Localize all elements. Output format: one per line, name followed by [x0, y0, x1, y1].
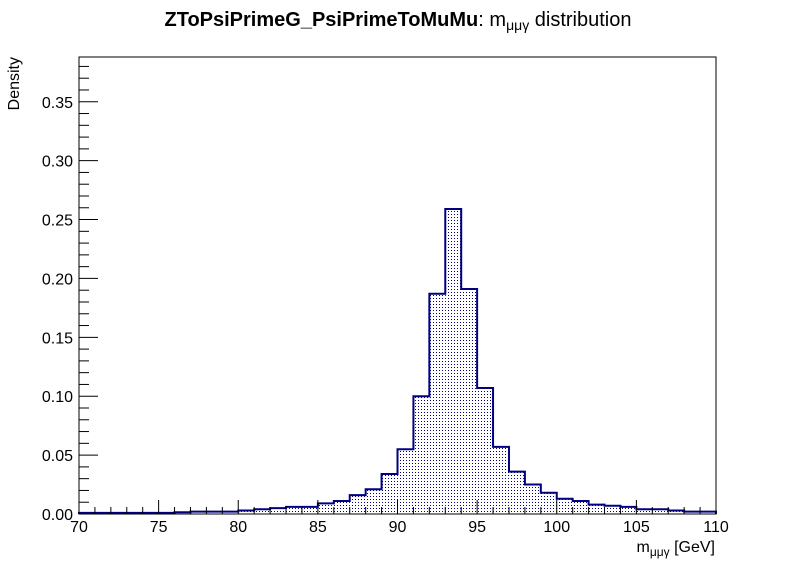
histogram-bar [190, 511, 207, 514]
y-tick-label: 0.35 [42, 95, 73, 112]
title-var: m [489, 9, 506, 31]
histogram-bar [620, 506, 637, 514]
histogram-layer [78, 207, 717, 514]
histogram-bar [206, 511, 223, 514]
histogram-bar [652, 509, 669, 514]
histogram-bar [540, 492, 557, 514]
histogram-bar [429, 293, 446, 514]
x-axis-label: mμμγ [GeV] [636, 539, 715, 559]
x-tick-label: 80 [229, 519, 247, 536]
histogram-bar [684, 511, 701, 514]
title-var-sub: μμγ [506, 17, 529, 33]
histogram-bar [254, 509, 271, 514]
y-tick-label: 0.30 [42, 154, 73, 171]
histogram-outline [78, 207, 717, 514]
plot-frame [78, 56, 717, 515]
histogram-bar [365, 489, 382, 514]
histogram-bar [222, 511, 239, 514]
x-tick-label: 100 [543, 519, 570, 536]
histogram-bar [572, 501, 589, 514]
y-tick-label: 0.00 [42, 507, 73, 524]
y-tick-label: 0.25 [42, 213, 73, 230]
x-tick-label: 75 [150, 519, 168, 536]
x-tick-label: 105 [623, 519, 650, 536]
x-tick-label: 70 [70, 519, 88, 536]
histogram-bar [493, 446, 509, 514]
histogram-bar [397, 449, 414, 514]
x-tick-label: 95 [468, 519, 486, 536]
x-tick-label: 85 [309, 519, 327, 536]
histogram-bar [381, 473, 398, 514]
histogram-bar [461, 289, 478, 514]
histogram-bar [286, 506, 302, 514]
x-axis: 70 75 80 85 90 95 100 105 110 [70, 500, 729, 536]
histogram-bar [604, 505, 621, 514]
histogram-bar [588, 504, 605, 514]
title-rest: distribution [529, 9, 631, 31]
x-tick-label: 110 [703, 519, 729, 536]
y-tick-label: 0.15 [42, 330, 73, 347]
title-sep: : [478, 9, 489, 31]
histogram-bar [556, 498, 573, 514]
histogram-bar [333, 501, 350, 514]
histogram-bar [301, 506, 318, 514]
histogram-bar [524, 484, 541, 514]
histogram-bar [238, 510, 255, 514]
histogram-bar [445, 208, 462, 514]
y-axis-label: Density [6, 57, 23, 110]
chart-title: ZToPsiPrimeG_PsiPrimeToMuMu: mμμγ distri… [165, 9, 632, 33]
y-tick-label: 0.10 [42, 389, 73, 406]
histogram-bar [270, 508, 287, 514]
histogram-bar [668, 510, 685, 514]
histogram-bar [700, 511, 716, 514]
y-axis: 0.00 0.05 0.10 0.15 0.20 0.25 0.30 0.35 [42, 65, 98, 524]
x-label-var: m [636, 539, 649, 556]
x-label-rest: [GeV] [670, 539, 715, 556]
histogram-bar [317, 503, 334, 514]
y-tick-label: 0.05 [42, 448, 73, 465]
x-tick-label: 90 [389, 519, 407, 536]
histogram-bar [636, 509, 653, 514]
x-label-sub: μμγ [650, 545, 670, 559]
histogram-bar [508, 471, 525, 514]
title-process: ZToPsiPrimeG_PsiPrimeToMuMu [165, 9, 479, 31]
histogram-bar [477, 387, 494, 514]
histogram-bar [413, 396, 430, 514]
y-tick-label: 0.20 [42, 271, 73, 288]
histogram-bar [349, 495, 366, 514]
